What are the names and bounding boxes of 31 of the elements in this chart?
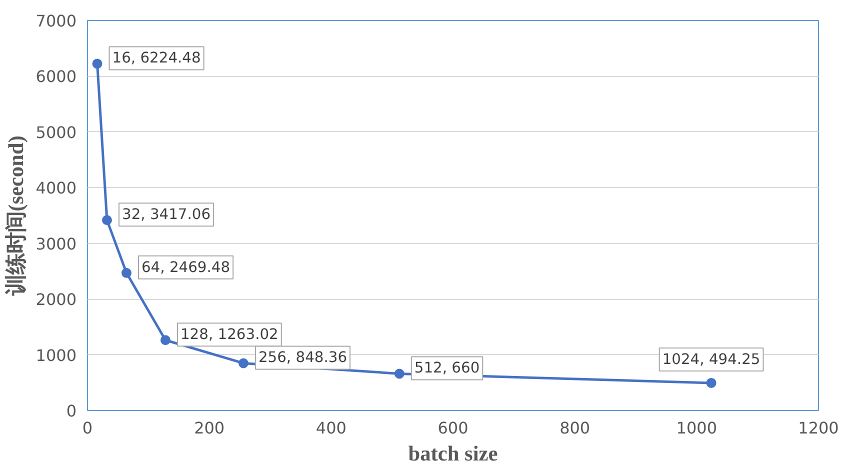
point <box>238 358 248 368</box>
y-tick-label: 4000 <box>36 178 76 198</box>
y-tick-label: 2000 <box>36 290 76 310</box>
y-tick-label: 6000 <box>36 67 76 86</box>
point <box>121 268 132 278</box>
x-tick-label: 400 <box>316 418 346 438</box>
data-label: 512, 660 <box>414 360 480 377</box>
point <box>394 368 404 379</box>
y-tick-label: 1000 <box>36 346 76 365</box>
y-tick-label: 3000 <box>36 234 76 254</box>
x-tick-label: 0 <box>82 418 93 438</box>
x-axis-title: batch size <box>408 442 498 466</box>
point <box>706 378 716 388</box>
x-tick-label: 200 <box>194 418 225 438</box>
x-tick-label: 800 <box>560 418 590 438</box>
data-label: 16, 6224.48 <box>112 50 201 67</box>
x-tick-label: 600 <box>438 418 468 438</box>
y-tick-label: 7000 <box>36 12 76 30</box>
data-label: 32, 3417.06 <box>122 206 211 224</box>
y-tick-label: 0 <box>66 402 77 420</box>
data-label: 256, 848.36 <box>258 349 348 366</box>
y-axis-title: 训练时间(second) <box>4 136 28 296</box>
point <box>160 335 170 346</box>
x-tick-label: 1200 <box>798 418 839 438</box>
point <box>92 58 102 69</box>
y-tick-label: 5000 <box>36 122 76 142</box>
data-label: 64, 2469.48 <box>141 258 230 276</box>
point <box>102 215 112 226</box>
data-label: 1024, 494.25 <box>662 350 760 368</box>
data-label: 128, 1263.02 <box>180 326 278 344</box>
x-tick-label: 1000 <box>676 418 718 438</box>
